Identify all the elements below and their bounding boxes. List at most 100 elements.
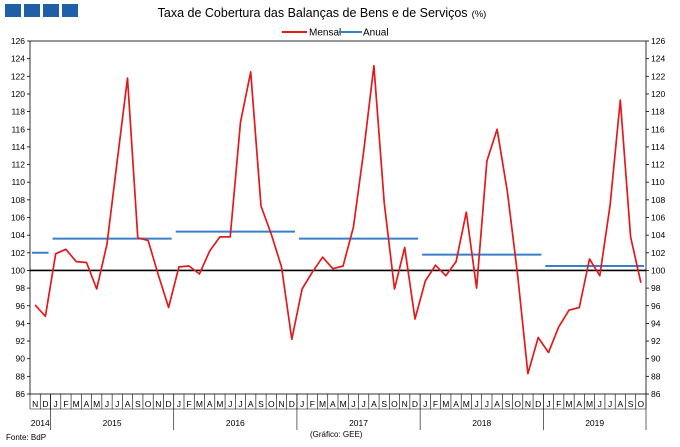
x-month-label: J: [54, 399, 58, 409]
x-month-label: M: [340, 399, 347, 409]
x-month-label: D: [166, 399, 172, 409]
y-tick-label-right: 98: [651, 283, 661, 293]
y-tick-label-left: 118: [11, 107, 25, 117]
source-note: Fonte: BdP: [6, 433, 46, 442]
x-month-label: M: [565, 399, 572, 409]
chart-title: Taxa de Cobertura das Balanças de Bens e…: [158, 6, 487, 20]
y-tick-label-left: 116: [11, 124, 25, 134]
x-month-label: A: [125, 399, 131, 409]
y-tick-label-right: 120: [651, 89, 665, 99]
y-tick-label-left: 102: [11, 248, 25, 258]
y-tick-label-right: 92: [651, 336, 661, 346]
x-month-label: J: [300, 399, 304, 409]
x-month-label: N: [402, 399, 408, 409]
y-tick-label-left: 124: [11, 54, 25, 64]
y-tick-label-right: 86: [651, 389, 661, 399]
credit-note: (Gráfico: GEE): [310, 430, 363, 439]
brand-block: [5, 4, 21, 17]
y-tick-label-left: 90: [16, 354, 26, 364]
x-month-label: J: [351, 399, 355, 409]
x-month-label: S: [381, 399, 387, 409]
x-month-label: A: [371, 399, 377, 409]
y-tick-label-left: 112: [11, 160, 25, 170]
x-month-label: S: [135, 399, 141, 409]
x-year-label: 2016: [226, 418, 245, 428]
y-tick-label-left: 94: [16, 318, 26, 328]
mensal-series-line: [34, 64, 642, 375]
brand-block: [24, 4, 40, 17]
x-month-label: A: [84, 399, 90, 409]
x-month-label: D: [412, 399, 418, 409]
x-year-label: 2019: [585, 418, 604, 428]
y-tick-label-right: 116: [651, 124, 665, 134]
x-year-label: 2014: [31, 418, 50, 428]
x-month-label: O: [514, 399, 521, 409]
x-month-label: A: [453, 399, 459, 409]
y-tick-label-left: 122: [11, 71, 25, 81]
x-month-label: J: [177, 399, 181, 409]
y-tick-label-right: 88: [651, 371, 661, 381]
y-tick-label-right: 124: [651, 54, 665, 64]
x-month-label: J: [608, 399, 612, 409]
y-tick-label-right: 106: [651, 213, 665, 223]
x-month-label: M: [586, 399, 593, 409]
x-month-label: M: [196, 399, 203, 409]
y-tick-label-right: 94: [651, 318, 661, 328]
y-tick-label-right: 110: [651, 177, 665, 187]
x-month-label: J: [115, 399, 119, 409]
y-tick-label-left: 126: [11, 36, 25, 46]
y-tick-label-left: 114: [11, 142, 25, 152]
x-month-label: S: [258, 399, 264, 409]
x-month-label: A: [617, 399, 623, 409]
legend-label-anual: Anual: [363, 28, 389, 39]
y-tick-label-right: 114: [651, 142, 665, 152]
x-month-label: A: [494, 399, 500, 409]
y-tick-label-left: 106: [11, 213, 25, 223]
x-year-label: 2018: [472, 418, 491, 428]
x-month-label: F: [310, 399, 315, 409]
x-month-label: M: [463, 399, 470, 409]
x-year-label: 2015: [103, 418, 122, 428]
x-month-label: N: [32, 399, 38, 409]
x-month-label: J: [485, 399, 489, 409]
y-tick-label-left: 98: [16, 283, 26, 293]
y-tick-label-right: 126: [651, 36, 665, 46]
x-month-label: O: [391, 399, 398, 409]
y-tick-label-left: 108: [11, 195, 25, 205]
y-tick-label-right: 96: [651, 301, 661, 311]
legend: Mensal Anual: [282, 28, 389, 39]
x-month-label: D: [535, 399, 541, 409]
brand-block: [43, 4, 59, 17]
x-month-label: F: [187, 399, 192, 409]
x-month-label: J: [474, 399, 478, 409]
x-month-label: N: [278, 399, 284, 409]
x-month-label: O: [638, 399, 645, 409]
y-tick-label-left: 104: [11, 230, 25, 240]
y-tick-label-left: 86: [16, 389, 26, 399]
y-tick-label-left: 120: [11, 89, 25, 99]
x-month-label: F: [556, 399, 561, 409]
x-month-label: A: [207, 399, 213, 409]
x-month-label: N: [155, 399, 161, 409]
x-month-label: J: [598, 399, 602, 409]
brand-logo: [5, 4, 78, 17]
x-month-label: F: [433, 399, 438, 409]
x-month-label: A: [576, 399, 582, 409]
y-tick-label-right: 100: [651, 265, 665, 275]
x-month-label: O: [145, 399, 152, 409]
y-tick-label-right: 90: [651, 354, 661, 364]
x-month-label: S: [628, 399, 634, 409]
y-tick-label-left: 96: [16, 301, 26, 311]
brand-block: [62, 4, 78, 17]
x-year-label: 2017: [349, 418, 368, 428]
x-month-label: J: [546, 399, 550, 409]
x-month-label: N: [525, 399, 531, 409]
x-month-label: M: [216, 399, 223, 409]
x-month-label: M: [442, 399, 449, 409]
x-month-label: J: [423, 399, 427, 409]
y-tick-label-right: 104: [651, 230, 665, 240]
x-month-label: A: [248, 399, 254, 409]
y-tick-label-left: 88: [16, 371, 26, 381]
x-month-label: M: [319, 399, 326, 409]
